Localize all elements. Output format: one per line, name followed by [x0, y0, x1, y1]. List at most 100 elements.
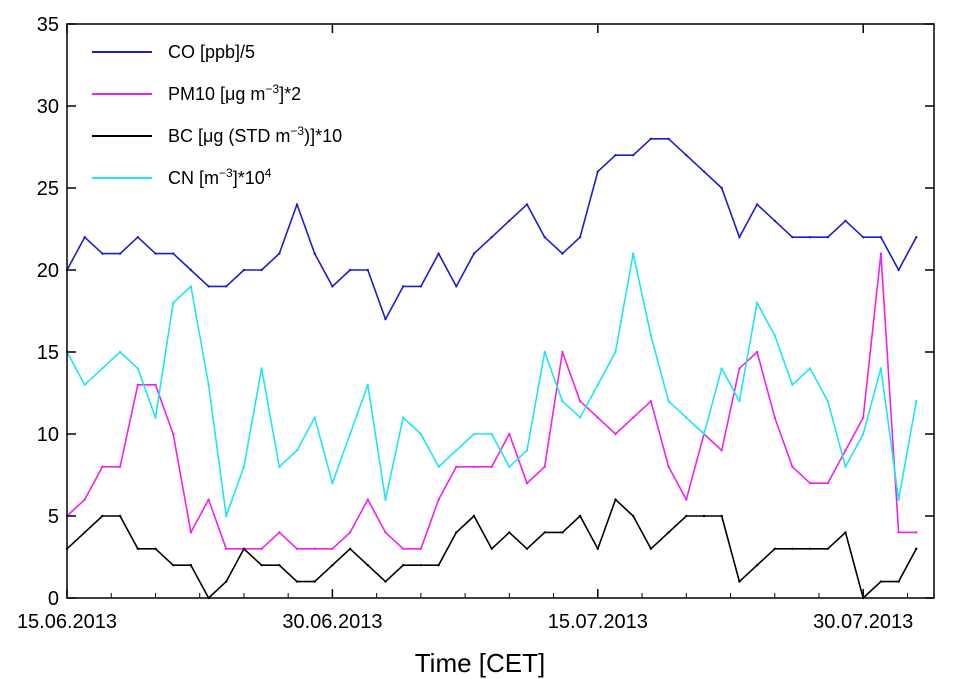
- data-point: [136, 383, 139, 386]
- x-axis-title: Time [CET]: [415, 648, 545, 678]
- data-point: [331, 547, 334, 550]
- tick-layer: 0 5 10 15 20 25 30 35 15.06.2013 30.06.2013 15.07.…: [17, 14, 934, 633]
- data-point: [172, 252, 175, 255]
- data-point: [490, 236, 493, 239]
- data-point: [278, 564, 281, 567]
- data-point: [101, 514, 104, 518]
- data-point: [897, 498, 900, 501]
- data-point: [348, 432, 352, 436]
- data-point: [561, 531, 564, 534]
- data-point: [225, 580, 228, 583]
- data-point: [826, 547, 829, 550]
- data-point: [490, 465, 493, 468]
- data-point: [313, 252, 316, 255]
- data-point: [720, 186, 723, 190]
- data-point: [614, 154, 617, 157]
- data-point: [419, 285, 423, 288]
- data-point: [596, 383, 599, 386]
- data-point: [189, 285, 193, 288]
- data-point: [791, 236, 794, 239]
- data-point: [260, 268, 263, 272]
- data-point: [490, 547, 493, 550]
- data-point: [455, 449, 458, 452]
- data-point: [879, 252, 883, 255]
- data-point: [278, 252, 281, 255]
- x-tick-label: 30.07.2013: [813, 611, 913, 633]
- data-point: [455, 285, 458, 288]
- data-point: [702, 432, 706, 436]
- data-point: [172, 564, 175, 567]
- data-point: [402, 564, 405, 567]
- data-point: [738, 400, 741, 403]
- x-tick-label: 15.06.2013: [17, 611, 117, 633]
- data-point: [755, 564, 759, 567]
- data-point: [632, 514, 635, 518]
- data-point: [508, 432, 511, 436]
- data-point: [402, 547, 405, 550]
- series-line: [66, 252, 917, 550]
- series-1: [65, 137, 918, 321]
- data-point: [242, 465, 246, 468]
- data-point: [879, 580, 883, 583]
- data-point: [791, 465, 794, 468]
- data-point: [667, 400, 670, 403]
- data-point: [791, 547, 794, 550]
- legend-label: CO [ppb]/5: [168, 42, 255, 62]
- data-point: [313, 580, 316, 583]
- data-point: [260, 547, 263, 550]
- data-point: [83, 531, 86, 534]
- data-point: [154, 416, 157, 419]
- data-point: [189, 564, 193, 567]
- y-tick-label: 20: [37, 260, 59, 282]
- data-point: [897, 531, 900, 534]
- data-point: [614, 350, 617, 354]
- data-point: [348, 268, 352, 272]
- data-point: [844, 219, 847, 222]
- data-point: [879, 236, 883, 239]
- data-point: [667, 465, 670, 468]
- data-point: [632, 252, 635, 255]
- data-point: [118, 350, 122, 354]
- data-point: [897, 580, 900, 583]
- data-point: [915, 531, 918, 534]
- data-point: [543, 236, 546, 239]
- data-point: [915, 400, 918, 403]
- data-point: [225, 514, 228, 518]
- data-point: [862, 416, 865, 419]
- data-point: [419, 432, 423, 436]
- data-point: [649, 547, 653, 550]
- data-point: [596, 547, 599, 550]
- legend-item: PM10 [μg m−3]*2: [92, 82, 301, 104]
- x-tick-label: 30.06.2013: [282, 611, 382, 633]
- data-point: [83, 236, 86, 239]
- data-point: [366, 383, 369, 386]
- data-point: [543, 350, 546, 354]
- data-point: [189, 268, 193, 272]
- data-point: [490, 432, 493, 436]
- data-point: [755, 203, 759, 206]
- data-point: [384, 580, 387, 583]
- data-point: [755, 301, 759, 304]
- data-point: [897, 268, 900, 272]
- data-point: [242, 547, 246, 550]
- data-point: [826, 236, 829, 239]
- data-point: [844, 465, 847, 468]
- data-point: [596, 416, 599, 419]
- y-tick-label: 25: [37, 178, 59, 200]
- data-point: [83, 498, 86, 501]
- data-point: [667, 531, 670, 534]
- data-point: [561, 252, 564, 255]
- data-point: [207, 285, 210, 288]
- data-point: [419, 547, 423, 550]
- data-point: [118, 465, 122, 468]
- data-point: [437, 252, 440, 255]
- data-point: [172, 301, 175, 304]
- legend-label: PM10 [μg m−3]*2: [168, 82, 301, 104]
- data-point: [578, 400, 582, 403]
- data-point: [118, 514, 122, 518]
- legend-item: CN [m−3]*104: [92, 166, 272, 188]
- data-point: [402, 416, 405, 419]
- x-tick-label: 15.07.2013: [548, 611, 648, 633]
- data-point: [649, 334, 653, 337]
